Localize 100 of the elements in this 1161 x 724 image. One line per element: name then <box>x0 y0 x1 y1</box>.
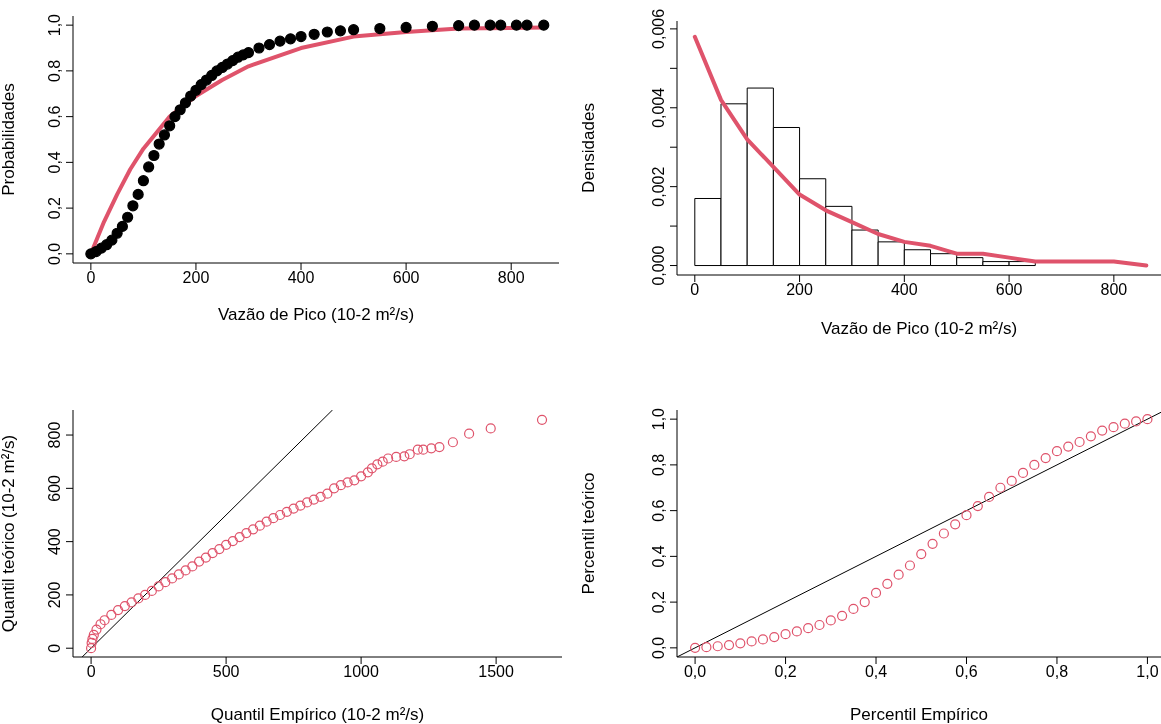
point <box>164 120 176 132</box>
x-tick-label: 600 <box>995 281 1023 299</box>
point <box>1074 436 1085 448</box>
point <box>1029 459 1040 470</box>
point <box>882 578 893 589</box>
point <box>148 149 160 162</box>
line-series <box>692 34 1149 268</box>
point <box>127 200 139 212</box>
point <box>1131 416 1142 427</box>
point <box>453 20 465 32</box>
point <box>179 97 192 109</box>
point <box>1006 475 1017 486</box>
point <box>400 21 412 34</box>
point <box>308 28 320 40</box>
point <box>803 623 814 634</box>
point <box>927 538 938 549</box>
x-tick-label: 200 <box>182 269 210 287</box>
point <box>859 597 870 608</box>
point <box>137 175 149 187</box>
point <box>1085 431 1096 442</box>
point <box>538 19 550 31</box>
point <box>132 188 144 200</box>
y-axis-title: Quantil teórico (10-2 m²/s) <box>0 434 19 633</box>
point <box>521 19 533 31</box>
point <box>468 19 481 31</box>
y-tick-label: 0 <box>46 643 63 653</box>
y-tick-label: 400 <box>46 528 63 555</box>
point <box>870 587 882 599</box>
x-tick-label: 400 <box>890 281 918 299</box>
y-axis-title: Densidades <box>579 103 599 193</box>
y-tick-label: 1,0 <box>46 13 63 37</box>
point <box>484 19 496 31</box>
point <box>1051 446 1063 457</box>
y-tick-label: 0,002 <box>650 166 667 207</box>
point <box>780 629 791 640</box>
point <box>757 634 769 645</box>
y-axis-title: Probabilidades <box>0 83 19 196</box>
y-tick-label: 600 <box>46 474 63 502</box>
x-tick-label: 0,8 <box>1045 663 1069 681</box>
point <box>143 161 155 173</box>
point <box>426 20 438 32</box>
y-axis-title: Percentil teórico <box>579 472 599 595</box>
point <box>848 603 859 615</box>
point <box>274 35 286 47</box>
point <box>153 138 165 150</box>
y-tick-label: 0,6 <box>650 499 667 522</box>
point <box>735 638 746 649</box>
point <box>769 632 780 643</box>
point <box>689 642 701 653</box>
y-tick-label: 0,000 <box>650 245 667 286</box>
point <box>791 626 802 637</box>
y-tick-label: 0,8 <box>46 59 63 83</box>
y-tick-label: 0,006 <box>650 8 667 49</box>
point <box>723 640 735 651</box>
x-tick-label: 0,4 <box>864 663 888 681</box>
y-tick-label: 0,4 <box>650 545 667 568</box>
x-tick-label: 1,0 <box>1136 663 1159 681</box>
point <box>347 24 360 36</box>
x-tick-label: 800 <box>1100 281 1128 299</box>
point <box>984 491 995 503</box>
x-tick-label: 500 <box>212 663 240 681</box>
x-tick-label: 0,0 <box>683 663 707 681</box>
point <box>746 636 757 647</box>
y-tick-label: 0,0 <box>46 242 63 265</box>
x-tick-label: 400 <box>287 269 315 287</box>
point <box>321 26 333 38</box>
point <box>814 619 825 631</box>
x-axis-title: Vazão de Pico (10-2 m²/s) <box>217 305 415 324</box>
point <box>995 482 1006 493</box>
point <box>916 548 927 560</box>
x-axis-title: Quantil Empírico (10-2 m²/s) <box>210 705 425 724</box>
point <box>1119 418 1130 429</box>
point <box>295 30 307 43</box>
x-axis-title: Percentil Empírico <box>850 705 988 724</box>
x-axis-title: Vazão de Pico (10-2 m²/s) <box>820 319 1018 338</box>
point <box>253 42 265 54</box>
point <box>495 19 507 31</box>
y-tick-label: 0,004 <box>650 87 667 128</box>
y-tick-label: 0,8 <box>650 453 667 477</box>
point <box>825 615 836 626</box>
x-tick-label: 0,6 <box>955 663 978 681</box>
point <box>893 569 904 580</box>
x-tick-label: 1500 <box>478 663 515 681</box>
point <box>263 38 276 51</box>
point <box>116 220 128 233</box>
point <box>158 129 171 141</box>
point <box>1063 441 1074 452</box>
y-tick-label: 0,2 <box>46 196 63 220</box>
y-tick-label: 1,0 <box>650 407 667 431</box>
point <box>1017 467 1029 478</box>
x-tick-label: 0 <box>86 269 96 287</box>
x-tick-label: 600 <box>392 269 420 287</box>
y-tick-label: 0,0 <box>650 636 667 659</box>
point <box>242 46 255 59</box>
point <box>334 25 347 37</box>
x-tick-label: 800 <box>497 269 525 287</box>
point <box>1097 425 1108 436</box>
point <box>837 610 848 621</box>
y-tick-label: 0,4 <box>46 151 63 174</box>
point <box>972 500 983 512</box>
